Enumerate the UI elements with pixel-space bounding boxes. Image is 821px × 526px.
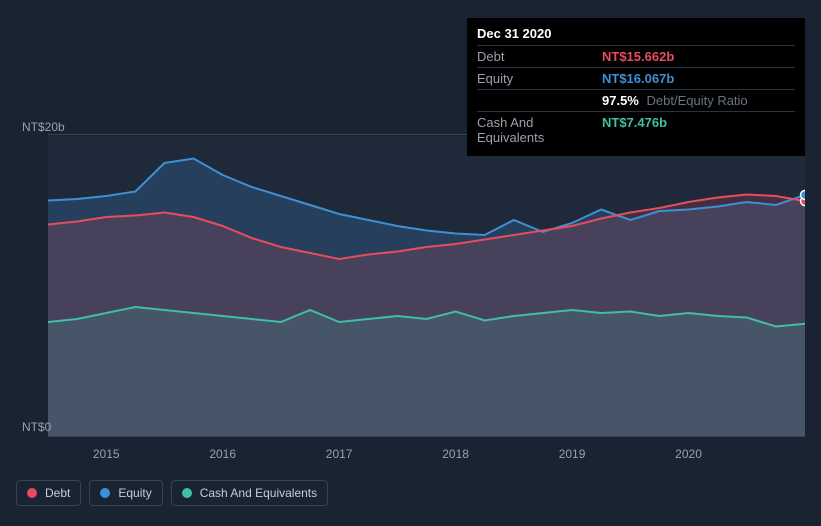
tooltip-value-equity: NT$16.067b [602, 71, 674, 86]
y-tick-bottom: NT$0 [22, 420, 51, 434]
legend-label-debt: Debt [45, 486, 70, 500]
tooltip-row-cash: Cash And Equivalents NT$7.476b [477, 111, 795, 148]
gridline-bottom [48, 436, 805, 437]
tooltip-label-cash: Cash And Equivalents [477, 115, 602, 145]
legend-item-cash[interactable]: Cash And Equivalents [171, 480, 328, 506]
x-tick: 2017 [326, 447, 353, 461]
x-tick: 2019 [559, 447, 586, 461]
equity-end-marker-icon [801, 190, 806, 199]
tooltip-label-ratio [477, 93, 602, 108]
legend-item-debt[interactable]: Debt [16, 480, 81, 506]
chart-plot-area[interactable] [48, 136, 805, 436]
cash-dot-icon [182, 488, 192, 498]
debt-dot-icon [27, 488, 37, 498]
tooltip-ratio-text: Debt/Equity Ratio [647, 93, 748, 108]
tooltip-value-cash: NT$7.476b [602, 115, 667, 145]
x-tick: 2016 [209, 447, 236, 461]
tooltip-panel: Dec 31 2020 Debt NT$15.662b Equity NT$16… [467, 18, 805, 156]
x-tick: 2020 [675, 447, 702, 461]
tooltip-row-debt: Debt NT$15.662b [477, 45, 795, 67]
legend-item-equity[interactable]: Equity [89, 480, 162, 506]
equity-dot-icon [100, 488, 110, 498]
legend-label-equity: Equity [118, 486, 151, 500]
tooltip-ratio: 97.5% Debt/Equity Ratio [602, 93, 748, 108]
x-tick: 2018 [442, 447, 469, 461]
tooltip-label-debt: Debt [477, 49, 602, 64]
legend-label-cash: Cash And Equivalents [200, 486, 317, 500]
legend: Debt Equity Cash And Equivalents [16, 480, 328, 506]
tooltip-label-equity: Equity [477, 71, 602, 86]
chart-wrap: NT$20b NT$0 [16, 120, 805, 450]
cash-area [48, 307, 805, 436]
x-tick: 2015 [93, 447, 120, 461]
tooltip-row-equity: Equity NT$16.067b [477, 67, 795, 89]
tooltip-row-ratio: 97.5% Debt/Equity Ratio [477, 89, 795, 111]
chart-svg [48, 136, 805, 436]
tooltip-date: Dec 31 2020 [477, 26, 795, 45]
x-axis: 2015 2016 2017 2018 2019 2020 [48, 447, 805, 467]
tooltip-value-debt: NT$15.662b [602, 49, 674, 64]
y-tick-top: NT$20b [22, 120, 65, 134]
tooltip-ratio-pct: 97.5% [602, 93, 639, 108]
